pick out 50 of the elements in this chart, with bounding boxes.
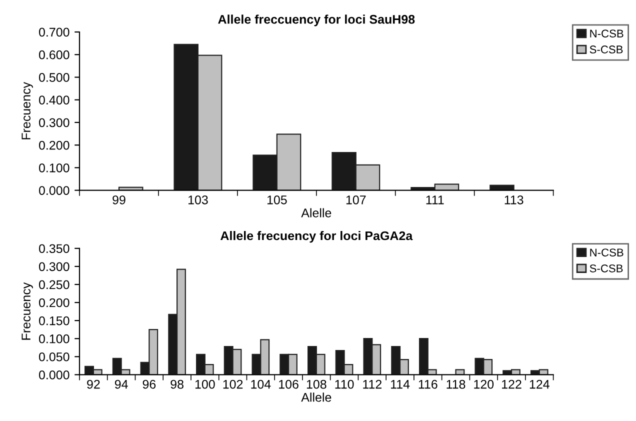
y-tick-label: 0.300: [38, 262, 70, 272]
y-tick-label: 0.050: [38, 352, 70, 362]
x-axis-title: Allele: [301, 392, 332, 402]
y-axis-title: Frecuency: [22, 282, 33, 340]
chart-title: Allele freccuency for loci SauH98: [218, 14, 415, 26]
legend-label: S-CSB: [590, 264, 623, 272]
x-tick-label: 104: [251, 380, 271, 389]
x-tick-label: 107: [346, 195, 366, 204]
x-tick-label: 120: [474, 380, 494, 389]
x-tick-label: 105: [267, 195, 287, 204]
legend-label: N-CSB: [590, 30, 624, 38]
x-tick-label: 102: [223, 380, 243, 389]
chart-title: Allele frecuency for loci PaGA2a: [220, 231, 413, 243]
y-tick-label: 0.100: [38, 334, 70, 344]
x-tick-label: 114: [391, 380, 410, 389]
x-tick-label: 118: [446, 380, 466, 389]
y-tick-label: 0.400: [38, 96, 70, 104]
y-tick-label: 0.600: [38, 50, 70, 60]
y-tick-label: 0.350: [38, 244, 70, 254]
legend-label: N-CSB: [590, 248, 624, 256]
x-axis-title: Alelle: [301, 208, 332, 218]
legend-label: S-CSB: [590, 46, 623, 54]
x-tick-label: 116: [418, 380, 438, 389]
x-tick-label: 99: [112, 195, 126, 204]
x-tick-label: 106: [279, 380, 298, 389]
y-tick-label: 0.250: [38, 280, 70, 290]
x-tick-label: 113: [504, 195, 524, 204]
y-axis-title: Frecuency: [22, 82, 33, 140]
y-tick-label: 0.100: [38, 163, 70, 172]
x-tick-label: 96: [142, 380, 156, 389]
y-tick-label: 0.000: [38, 186, 70, 195]
x-tick-label: 98: [170, 380, 184, 389]
y-tick-label: 0.150: [38, 316, 70, 326]
x-tick-label: 103: [188, 195, 208, 204]
y-tick-label: 0.200: [38, 298, 70, 308]
x-tick-label: 108: [306, 380, 326, 389]
x-tick-label: 100: [195, 380, 215, 389]
y-tick-label: 0.700: [38, 28, 70, 37]
x-tick-label: 112: [363, 380, 382, 389]
bar: [455, 369, 465, 375]
y-tick-label: 0.200: [38, 140, 70, 150]
x-tick-label: 94: [114, 380, 128, 389]
y-tick-label: 0.000: [38, 370, 70, 380]
x-tick-label: 124: [530, 380, 550, 389]
y-tick-label: 0.500: [38, 73, 70, 82]
x-tick-label: 92: [87, 380, 100, 389]
y-tick-label: 0.300: [38, 118, 70, 128]
x-tick-label: 111: [426, 196, 444, 204]
x-tick-label: 110: [335, 380, 354, 389]
x-tick-label: 122: [502, 380, 522, 389]
